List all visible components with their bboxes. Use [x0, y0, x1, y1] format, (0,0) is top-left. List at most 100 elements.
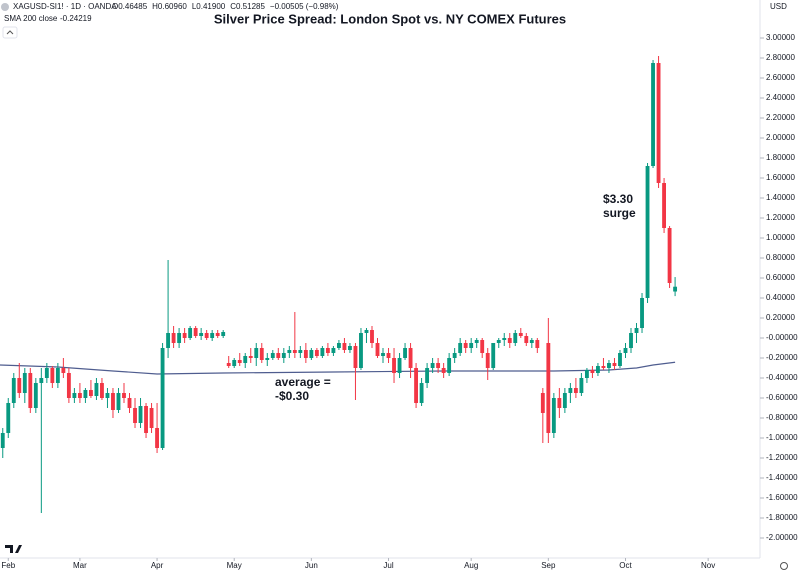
- candle-body: [342, 343, 347, 350]
- annotation: average =: [275, 375, 331, 389]
- candle-body: [166, 333, 171, 348]
- candle-body: [370, 330, 374, 343]
- candle-body: [386, 353, 391, 358]
- candle-body: [551, 398, 556, 433]
- readout: O0.46485 H0.60960 L0.41900 C0.51285 −0.00505…: [112, 2, 339, 11]
- candle-body: [447, 358, 452, 373]
- candle-body: [28, 373, 33, 408]
- annotation: $3.30: [603, 192, 633, 206]
- x-tick-label: Sep: [541, 561, 556, 570]
- readout-value: L0.41900: [192, 2, 226, 11]
- candle-body: [469, 343, 474, 348]
- candle-body: [292, 350, 297, 353]
- y-tick-label: -0.40000: [766, 373, 798, 382]
- y-tick-label: 2.60000: [766, 73, 795, 82]
- currency: USD: [770, 2, 787, 11]
- y-tick-label: 1.20000: [766, 213, 795, 222]
- candle-body: [309, 350, 314, 358]
- candle-body: [276, 353, 281, 358]
- y-tick-label: -1.00000: [766, 433, 798, 442]
- candle-body: [359, 333, 363, 368]
- candle-body: [568, 388, 573, 393]
- candle-body: [204, 333, 209, 338]
- candle-body: [640, 298, 644, 328]
- collapse-button[interactable]: [2, 26, 18, 39]
- candle-body: [105, 393, 110, 398]
- candle-body: [430, 363, 435, 368]
- y-tick-label: 0.80000: [766, 253, 795, 262]
- candle-body: [11, 378, 16, 403]
- candle-body: [491, 343, 496, 368]
- y-tick-label: -0.00000: [766, 333, 798, 342]
- candle-body: [281, 353, 286, 358]
- candle-body: [89, 390, 93, 396]
- candle-body: [232, 360, 237, 366]
- candle-body: [480, 340, 485, 353]
- candle-body: [529, 340, 534, 343]
- candle-body: [596, 366, 600, 373]
- y-tick-label: 1.80000: [766, 153, 795, 162]
- candle-body: [210, 333, 215, 338]
- y-tick-label: -1.20000: [766, 453, 798, 462]
- candle-body: [397, 358, 402, 373]
- candle-body: [254, 348, 259, 358]
- candle-body: [303, 350, 308, 358]
- candle-body: [226, 363, 231, 366]
- logo-shape: [5, 545, 22, 553]
- y-tick-label: 1.40000: [766, 193, 795, 202]
- candle-body: [44, 368, 49, 378]
- candle-body: [22, 373, 27, 393]
- candle-body: [353, 346, 358, 368]
- candle-body: [579, 378, 584, 393]
- candle-body: [518, 333, 523, 336]
- candle-body: [116, 393, 121, 410]
- y-tick-label: 1.00000: [766, 233, 795, 242]
- sma-value: -0.24219: [60, 14, 92, 23]
- y-tick-label: 2.00000: [766, 133, 795, 142]
- y-tick-label: 3.00000: [766, 33, 795, 42]
- x-tick-label: Jun: [305, 561, 318, 570]
- candle-body: [623, 348, 628, 353]
- candle-body: [243, 356, 248, 363]
- x-tick-label: Oct: [619, 561, 632, 570]
- candle-body: [513, 333, 518, 343]
- symbol: XAGUSD-SI1! · 1D · OANDA: [13, 2, 117, 11]
- candle-body: [127, 398, 132, 408]
- candle-body: [55, 368, 60, 383]
- candle-body: [298, 350, 303, 353]
- candle-body: [171, 333, 176, 343]
- candle-body: [673, 286, 678, 292]
- candle-body: [66, 373, 71, 398]
- y-tick-label: -0.20000: [766, 353, 798, 362]
- candle-body: [634, 328, 639, 333]
- candle-body: [524, 336, 529, 343]
- y-tick-label: -0.80000: [766, 413, 798, 422]
- candle-body: [331, 348, 336, 353]
- y-tick-label: 1.60000: [766, 173, 795, 182]
- candle-body: [6, 403, 11, 433]
- candle-body: [573, 388, 578, 393]
- annotation: -$0.30: [275, 389, 309, 403]
- candle-body: [221, 332, 226, 336]
- candle-body: [507, 338, 512, 343]
- x-tick-label: May: [227, 561, 242, 570]
- candle-body: [61, 368, 66, 373]
- candle-body: [155, 428, 159, 448]
- candle-body: [557, 398, 562, 408]
- candle-body: [392, 358, 396, 373]
- candle-body: [408, 348, 413, 368]
- candle-body: [193, 328, 198, 336]
- settings-icon[interactable]: [780, 562, 788, 570]
- candle-body: [562, 393, 567, 408]
- candle-body: [436, 363, 441, 368]
- candle-body: [601, 366, 606, 368]
- sma-label: SMA 200 close: [4, 14, 58, 23]
- y-tick-label: 2.80000: [766, 53, 795, 62]
- candle-body: [496, 340, 501, 343]
- candle-body: [111, 393, 115, 410]
- candle-body: [485, 353, 490, 368]
- candle-body: [535, 340, 540, 348]
- candle-body: [138, 406, 143, 423]
